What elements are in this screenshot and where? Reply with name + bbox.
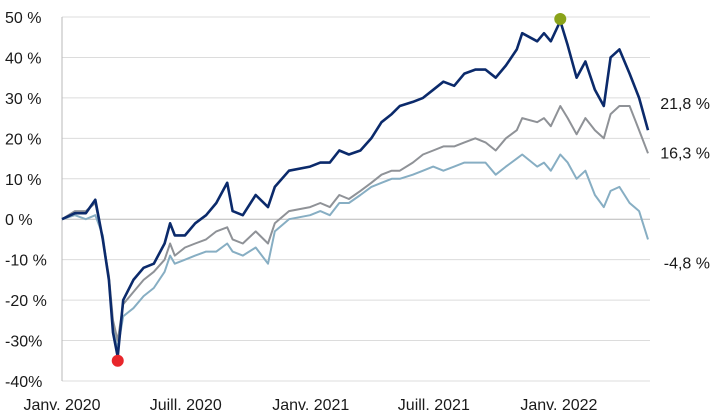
x-tick-label: Janv. 2021 <box>272 397 349 414</box>
series-line <box>61 105 649 342</box>
series-end-label: 21,8 % <box>660 96 710 113</box>
x-tick-label: Janv. 2020 <box>23 397 100 414</box>
highlight-marker <box>554 13 567 26</box>
series-line <box>61 19 650 358</box>
y-tick-label: -10 % <box>5 253 47 270</box>
series-lines <box>61 19 650 358</box>
x-tick-label: Janv. 2022 <box>520 397 597 414</box>
series-end-label: -4,8 % <box>664 255 710 272</box>
y-tick-label: -20 % <box>5 293 47 310</box>
series-end-label: 16,3 % <box>660 145 710 162</box>
highlight-marker <box>111 354 124 367</box>
y-tick-label: 40 % <box>5 50 41 67</box>
x-axis-tick-labels: Janv. 2020 Juill. 2020 Janv. 2021 Juill. 20… <box>23 397 597 414</box>
series-line <box>61 153 649 350</box>
y-axis-tick-labels: 50 % 40 % 30 % 20 % 10 % 0 % -10 % -20 % -30% -40… <box>5 10 47 391</box>
gridlines <box>61 16 650 382</box>
y-tick-label: 10 % <box>5 172 41 189</box>
series-end-labels: 21,8 % 16,3 % -4,8 % <box>660 96 710 272</box>
x-tick-label: Juill. 2021 <box>398 397 470 414</box>
y-tick-label: 20 % <box>5 131 41 148</box>
x-tick-label: Juill. 2020 <box>150 397 222 414</box>
y-tick-label: 30 % <box>5 91 41 108</box>
chart-markers <box>111 13 567 367</box>
y-tick-label: 0 % <box>5 212 33 229</box>
y-tick-label: -40% <box>5 374 42 391</box>
y-tick-label: 50 % <box>5 10 41 27</box>
y-tick-label: -30% <box>5 334 42 351</box>
